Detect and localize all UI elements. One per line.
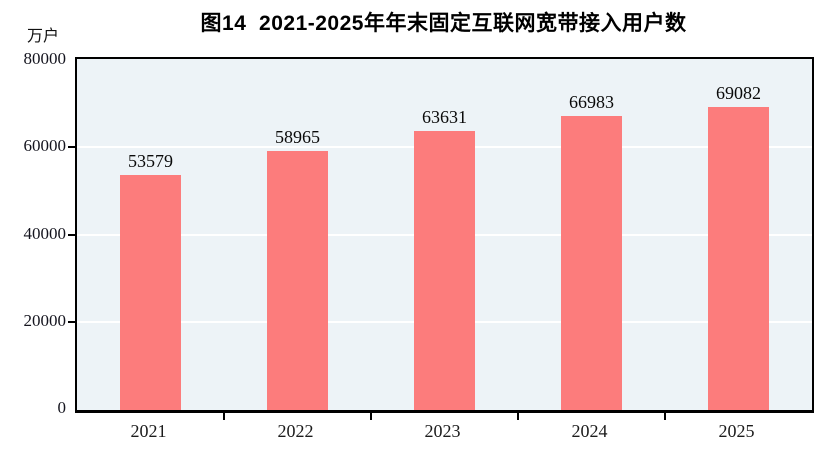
y-tick-label-40000: 40000: [23, 223, 67, 243]
bar-value-label-2023: 63631: [422, 106, 467, 127]
x-tick-label-2025: 2025: [718, 421, 755, 442]
bar-2023: [414, 130, 475, 410]
x-tick-mark-1: [223, 413, 225, 420]
bar-2021: [120, 174, 181, 410]
x-tick-label-2023: 2023: [424, 421, 461, 442]
bar-value-label-2024: 66983: [569, 92, 614, 113]
y-tick-mark-40000: [68, 233, 77, 236]
bar-2024: [561, 116, 622, 410]
chart-title: 图14 2021-2025年年末固定互联网宽带接入用户数: [200, 12, 687, 35]
bar-value-label-2022: 58965: [275, 127, 320, 148]
bar-group-2022: 58965: [224, 59, 371, 410]
bar-2022: [267, 151, 328, 410]
x-axis: 2021 2022 2023 2024 2025: [75, 417, 810, 443]
y-tick-mark-60000: [68, 145, 77, 148]
y-tick-label-20000: 20000: [23, 311, 67, 331]
x-tick-mark-3: [517, 413, 519, 420]
x-tick-label-2021: 2021: [130, 421, 167, 442]
bar-group-2025: 69082: [665, 59, 812, 410]
bar-group-2021: 53579: [77, 59, 224, 410]
plot-area: 53579 58965 63631 66983 69082: [68, 57, 814, 420]
y-tick-label-80000: 80000: [23, 49, 67, 68]
y-tick-label-0: 0: [57, 398, 67, 417]
y-axis-unit-label: 万户: [27, 28, 60, 45]
bar-value-label-2021: 53579: [128, 150, 173, 171]
x-tick-mark-2: [370, 413, 372, 420]
bar-group-2024: 66983: [518, 59, 665, 410]
x-tick-label-2024: 2024: [571, 421, 608, 442]
y-tick-label-60000: 60000: [23, 135, 67, 155]
bar-value-label-2025: 69082: [716, 82, 761, 103]
y-tick-mark-20000: [68, 321, 77, 324]
y-axis: 80000 60000 40000 20000 0: [0, 50, 67, 416]
x-tick-label-2022: 2022: [277, 421, 314, 442]
bar-group-2023: 63631: [371, 59, 518, 410]
x-tick-mark-4: [664, 413, 666, 420]
bar-2025: [708, 106, 769, 410]
